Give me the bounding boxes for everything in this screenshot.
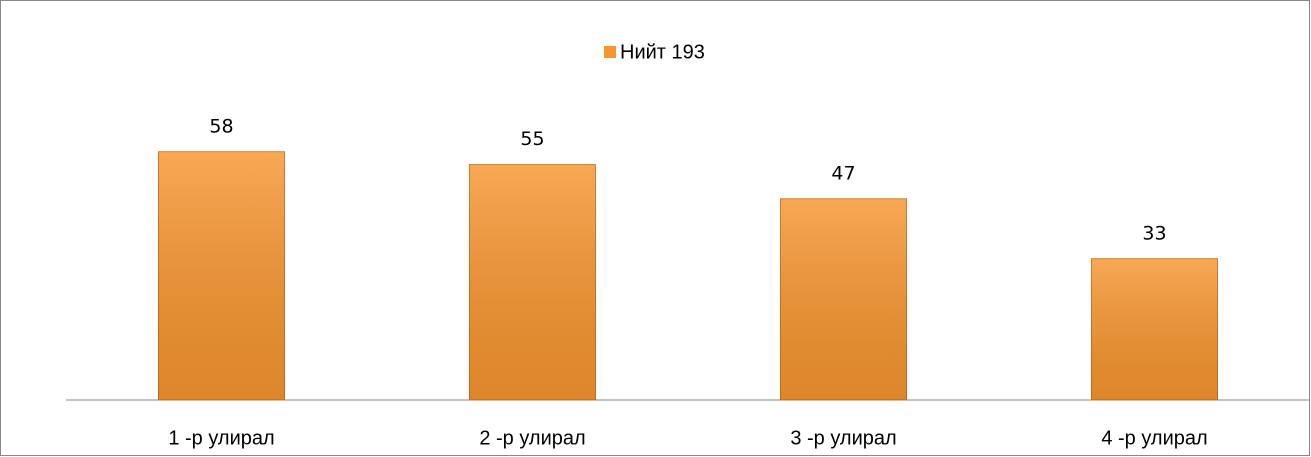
x-tick-label: 2 -р улирал [479,427,585,449]
data-label: 33 [1142,222,1166,244]
data-label: 55 [520,128,544,150]
bar [469,164,596,401]
x-tick-label: 4 -р улирал [1101,427,1207,449]
data-label: 47 [831,162,855,184]
bar [158,151,285,401]
legend-label: Нийт 193 [620,41,705,63]
bar [1091,258,1218,401]
data-label: 58 [209,115,233,137]
x-tick-label: 1 -р улирал [168,427,274,449]
x-tick-label: 3 -р улирал [790,427,896,449]
bar [780,198,907,401]
legend-swatch [604,46,616,58]
